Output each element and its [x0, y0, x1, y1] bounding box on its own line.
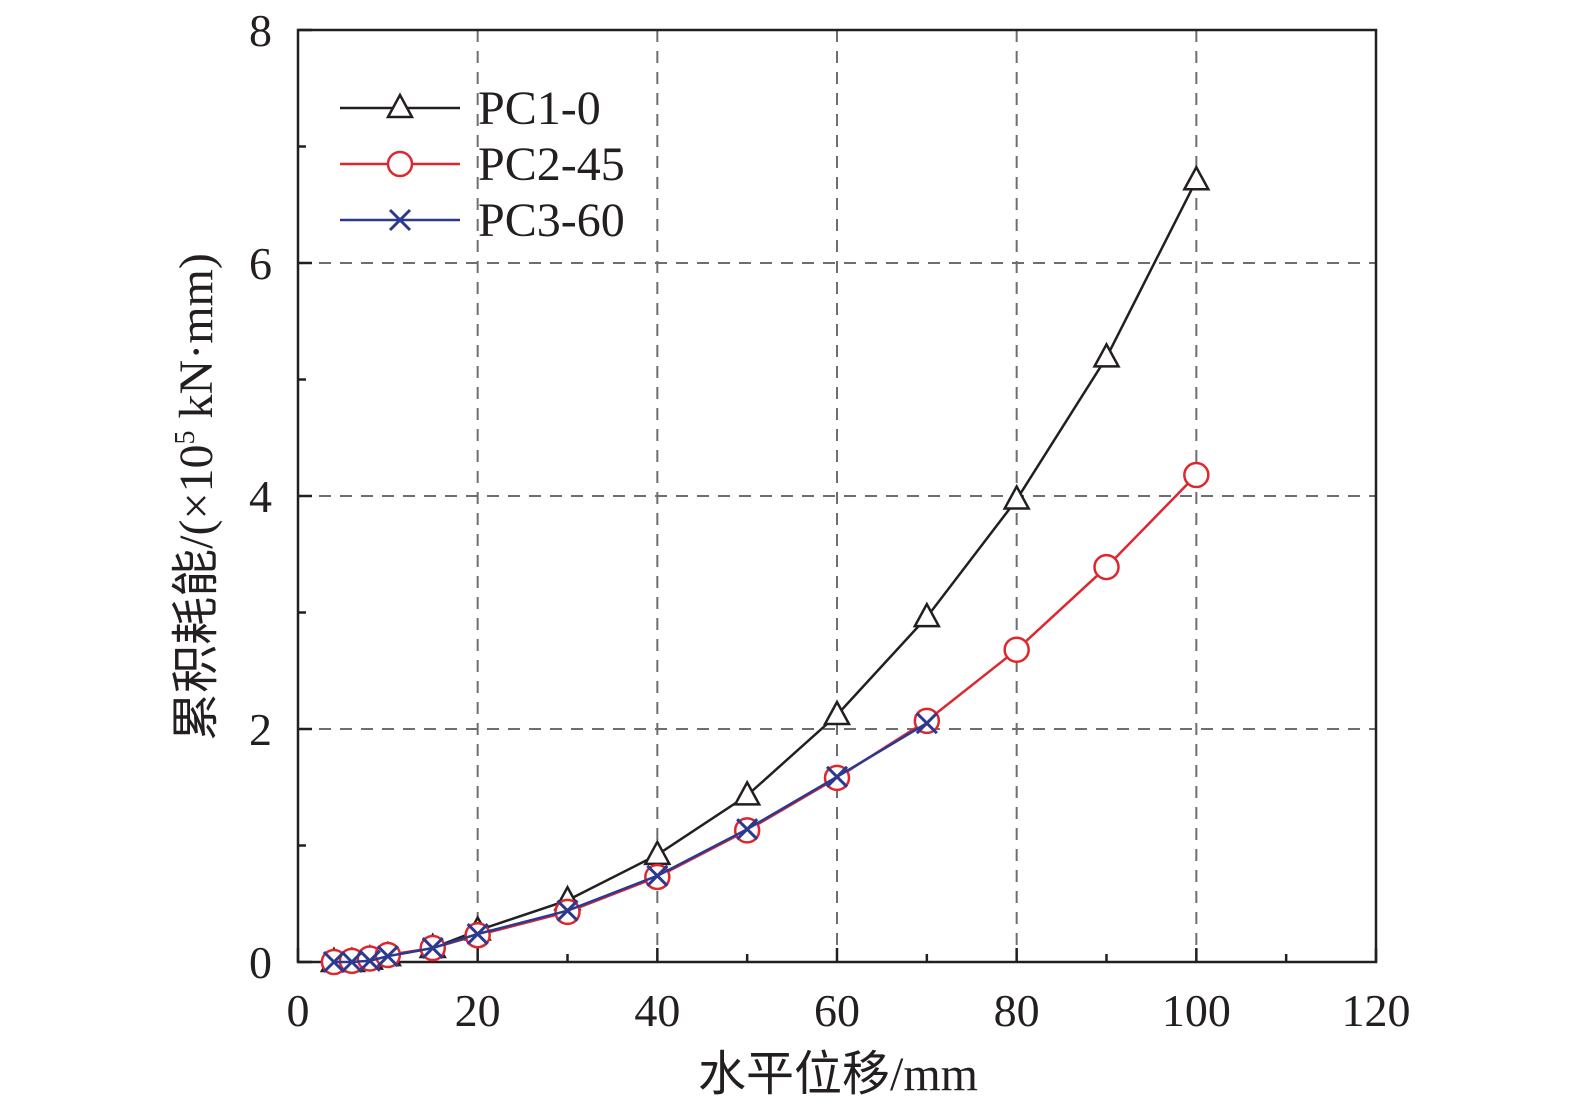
x-axis-label: 水平位移/mm — [698, 1048, 978, 1101]
legend-item-PC1-0: PC1-0 — [340, 82, 601, 135]
data-point-PC3-60-6 — [556, 899, 579, 922]
y-axis-label-prefix: 累积耗能/(×10 — [170, 444, 223, 740]
x-tick-label-0: 0 — [287, 985, 310, 1036]
data-point-PC3-60-9 — [825, 765, 849, 788]
series-line-PC2-45 — [333, 474, 1198, 964]
series-PC2-45 — [320, 461, 1210, 976]
data-point-PC3-60-5 — [466, 922, 489, 946]
data-point-PC2-45-12 — [1093, 553, 1120, 581]
data-point-PC3-60-7 — [646, 864, 669, 887]
y-tick-label-2: 4 — [249, 471, 272, 522]
data-point-PC1-0-10 — [912, 601, 941, 628]
data-point-PC3-60-0 — [322, 950, 345, 974]
y-axis-label: 累积耗能/(×105 kN·mm) — [170, 253, 223, 741]
legend-item-PC3-60: PC3-60 — [340, 194, 625, 247]
data-point-PC3-60-10 — [915, 712, 938, 735]
x-tick-label-1: 20 — [455, 985, 501, 1036]
grid-lines — [298, 30, 1376, 962]
series-lines — [319, 164, 1211, 976]
y-axis-label-exponent: 5 — [170, 430, 201, 444]
axes: 0 20 40 60 80 100 120 0 2 4 6 8 — [249, 5, 1411, 1036]
data-point-PC2-45-13 — [1183, 461, 1210, 489]
data-point-PC2-45-11 — [1003, 636, 1030, 664]
legend-label-PC2-45: PC2-45 — [478, 138, 625, 191]
x-tick-label-4: 80 — [994, 985, 1040, 1036]
data-point-PC1-0-9 — [822, 699, 852, 726]
data-point-PC3-60-1 — [340, 950, 363, 974]
data-point-PC3-60-4 — [421, 936, 444, 960]
data-point-PC1-0-11 — [1002, 483, 1031, 510]
x-tick-label-5: 100 — [1162, 985, 1231, 1036]
series-line-PC3-60 — [333, 722, 928, 964]
y-tick-label-1: 2 — [249, 704, 272, 755]
data-point-PC1-0-13 — [1182, 164, 1211, 191]
data-point-PC1-0-7 — [643, 839, 672, 866]
y-tick-label-0: 0 — [249, 937, 272, 988]
data-point-PC3-60-2 — [358, 949, 381, 972]
y-tick-label-3: 6 — [249, 238, 272, 289]
series-PC3-60 — [322, 712, 938, 974]
data-point-PC1-0-8 — [733, 779, 762, 806]
series-line-PC1-0 — [333, 179, 1198, 964]
data-point-PC3-60-3 — [376, 945, 399, 968]
series-PC1-0 — [319, 164, 1211, 973]
legend-label-PC3-60: PC3-60 — [478, 194, 625, 247]
x-tick-label-6: 120 — [1342, 985, 1411, 1036]
y-tick-label-4: 8 — [249, 5, 272, 56]
data-point-PC3-60-8 — [736, 818, 759, 841]
legend-marker-PC3-60 — [388, 208, 412, 232]
x-tick-label-2: 40 — [634, 985, 680, 1036]
data-point-PC1-0-12 — [1092, 341, 1121, 368]
legend-label-PC1-0: PC1-0 — [478, 82, 601, 135]
legend-marker-PC2-45 — [386, 150, 414, 178]
legend-item-PC2-45: PC2-45 — [340, 138, 625, 191]
y-axis-label-suffix: kN·mm) — [170, 253, 223, 430]
x-tick-label-3: 60 — [814, 985, 860, 1036]
legend-marker-PC1-0 — [385, 92, 415, 119]
